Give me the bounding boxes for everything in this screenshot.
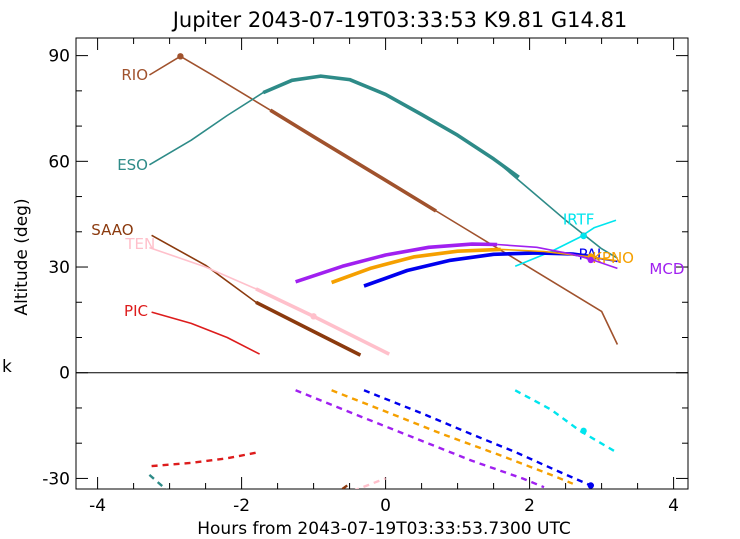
series-label-rio: RIO [121,66,148,84]
x-tick-label: -4 [89,496,106,516]
series-label-pic: PIC [124,302,148,320]
series-saao-dashed-line [341,482,351,489]
series-ten-thick-line [255,287,391,356]
y-tick-label: 30 [48,258,70,278]
x-axis-label: Hours from 2043-07-19T03:33:53.7300 UTC [197,519,570,539]
series-label-ten: TEN [124,235,155,253]
y-tick-label: 90 [48,47,70,67]
series-pic-dashed-line [151,450,260,468]
y-tick-label: 0 [59,364,70,384]
series-label-kpno: KPNO [592,249,634,267]
y-tick-label: -30 [42,469,70,489]
series-label-mcd: MCD [649,260,684,278]
series-saao-thin-line [151,234,361,356]
series-pal-dashed-line [363,389,592,487]
series-pic-thin-line [151,311,260,355]
position-marker [580,232,587,240]
series-kpno-thin-line [500,248,617,262]
plot-area: -4-2024-300306090RIOESOSAAOTENPICIRTFPAL… [42,37,689,516]
y-axis-label: Altitude (deg) [12,198,32,315]
position-marker [580,427,587,435]
series-pal-thick-line [363,251,592,288]
series-mcd-dashed-line [295,389,545,489]
position-marker [177,53,184,60]
x-tick-label: 2 [524,496,535,516]
x-tick-label: 4 [668,496,679,516]
series-mcd-thin-line [497,243,618,270]
series-irtf-dashed-line [514,389,617,454]
y-tick-label: 60 [48,152,70,172]
series-kpno-thick-line [330,247,501,285]
stray-label: k [2,357,12,377]
position-marker [587,482,594,489]
series-label-saao: SAAO [91,221,133,239]
series-kpno-dashed-line [331,389,574,485]
series-eso-dashed-line [148,473,168,489]
series-label-irtf: IRTF [563,210,595,228]
series-label-eso: ESO [117,156,148,174]
series-ten-dashed-line [354,477,387,489]
position-marker [310,313,317,320]
series-irtf-thin-line [514,219,617,268]
plot-frame [75,37,689,490]
series-rio-thick-line [269,108,437,213]
x-tick-label: -2 [233,496,250,516]
position-marker [587,256,594,264]
series-eso-thin-line [148,75,618,259]
chart-title: Jupiter 2043-07-19T03:33:53 K9.81 G14.81 [171,8,628,32]
series-rio-thin-line [148,55,619,345]
series-mcd-thick-line [295,242,498,284]
series-saao-thick-line [255,300,362,357]
x-tick-label: 0 [380,496,391,516]
series-eso-thick-line [262,74,520,179]
